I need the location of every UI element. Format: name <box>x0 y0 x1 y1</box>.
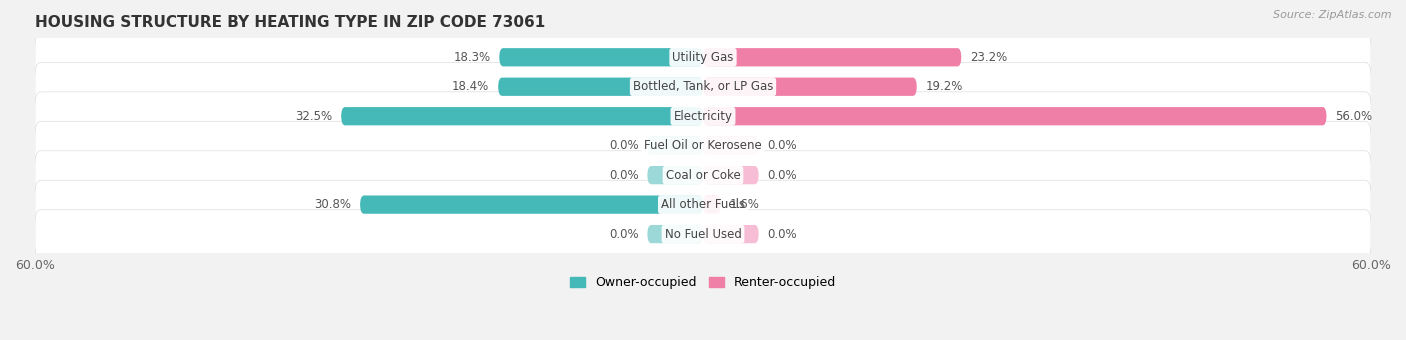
FancyBboxPatch shape <box>703 225 759 243</box>
Text: Source: ZipAtlas.com: Source: ZipAtlas.com <box>1274 10 1392 20</box>
Text: 23.2%: 23.2% <box>970 51 1008 64</box>
FancyBboxPatch shape <box>647 137 703 155</box>
Text: 30.8%: 30.8% <box>314 198 352 211</box>
FancyBboxPatch shape <box>35 121 1371 170</box>
Text: Utility Gas: Utility Gas <box>672 51 734 64</box>
FancyBboxPatch shape <box>35 151 1371 200</box>
FancyBboxPatch shape <box>360 195 703 214</box>
Text: HOUSING STRUCTURE BY HEATING TYPE IN ZIP CODE 73061: HOUSING STRUCTURE BY HEATING TYPE IN ZIP… <box>35 15 546 30</box>
Text: 0.0%: 0.0% <box>609 169 638 182</box>
Text: 32.5%: 32.5% <box>295 110 332 123</box>
Text: All other Fuels: All other Fuels <box>661 198 745 211</box>
FancyBboxPatch shape <box>703 137 759 155</box>
FancyBboxPatch shape <box>499 48 703 66</box>
FancyBboxPatch shape <box>35 62 1371 111</box>
FancyBboxPatch shape <box>647 166 703 184</box>
Text: 0.0%: 0.0% <box>609 227 638 241</box>
Text: 0.0%: 0.0% <box>768 169 797 182</box>
Text: 0.0%: 0.0% <box>609 139 638 152</box>
FancyBboxPatch shape <box>703 107 1326 125</box>
FancyBboxPatch shape <box>498 78 703 96</box>
Text: 1.6%: 1.6% <box>730 198 759 211</box>
FancyBboxPatch shape <box>647 225 703 243</box>
FancyBboxPatch shape <box>35 210 1371 258</box>
Text: Coal or Coke: Coal or Coke <box>665 169 741 182</box>
Text: Electricity: Electricity <box>673 110 733 123</box>
Text: 18.3%: 18.3% <box>453 51 491 64</box>
FancyBboxPatch shape <box>703 48 962 66</box>
FancyBboxPatch shape <box>35 33 1371 82</box>
FancyBboxPatch shape <box>703 195 721 214</box>
Text: 18.4%: 18.4% <box>451 80 489 93</box>
FancyBboxPatch shape <box>35 92 1371 140</box>
Legend: Owner-occupied, Renter-occupied: Owner-occupied, Renter-occupied <box>565 271 841 294</box>
FancyBboxPatch shape <box>35 180 1371 229</box>
Text: 56.0%: 56.0% <box>1336 110 1372 123</box>
Text: Bottled, Tank, or LP Gas: Bottled, Tank, or LP Gas <box>633 80 773 93</box>
Text: Fuel Oil or Kerosene: Fuel Oil or Kerosene <box>644 139 762 152</box>
Text: No Fuel Used: No Fuel Used <box>665 227 741 241</box>
FancyBboxPatch shape <box>703 78 917 96</box>
Text: 0.0%: 0.0% <box>768 139 797 152</box>
Text: 0.0%: 0.0% <box>768 227 797 241</box>
Text: 19.2%: 19.2% <box>925 80 963 93</box>
FancyBboxPatch shape <box>342 107 703 125</box>
FancyBboxPatch shape <box>703 166 759 184</box>
